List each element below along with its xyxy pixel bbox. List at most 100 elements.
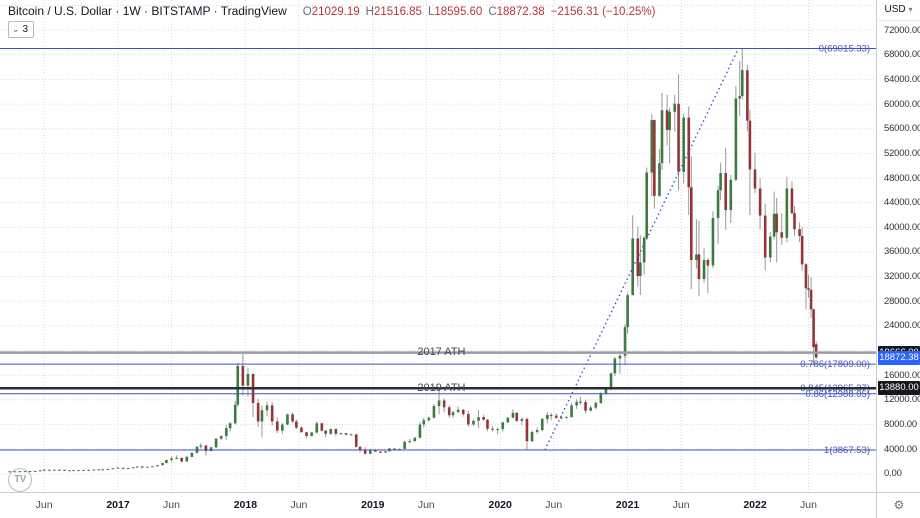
- currency-label: USD: [884, 4, 906, 15]
- candle-up: [156, 465, 159, 467]
- candle-up: [106, 468, 110, 470]
- indicators-count: 3: [22, 24, 29, 35]
- candle-up: [719, 173, 722, 191]
- candle-up: [496, 429, 499, 431]
- candle-up: [437, 400, 441, 407]
- candle-up: [368, 450, 372, 454]
- candle-up: [511, 412, 515, 418]
- candle-up: [82, 469, 85, 471]
- candle-down: [515, 412, 519, 421]
- price-tick-label: 56000.00: [884, 123, 920, 135]
- candle-up: [199, 445, 203, 447]
- last-price-badge: 18872.38: [878, 350, 920, 365]
- candle-up: [599, 393, 603, 403]
- candle-down: [780, 232, 784, 238]
- candle-down: [344, 433, 348, 435]
- price-tick-label: 16000.00: [884, 369, 920, 381]
- candle-up: [477, 417, 480, 421]
- candle-down: [363, 450, 367, 454]
- candle-up: [422, 420, 426, 425]
- tradingview-logo[interactable]: TV: [8, 468, 32, 492]
- candle-up: [265, 405, 269, 411]
- candle-up: [768, 236, 772, 258]
- candle-up: [456, 409, 460, 413]
- currency-selector[interactable]: USD ▾: [877, 0, 920, 21]
- candle-up: [530, 431, 534, 442]
- candle-up: [170, 458, 173, 460]
- candle-up: [604, 388, 608, 394]
- price-level-badge: 13880.00: [878, 381, 920, 396]
- candle-down: [775, 213, 778, 233]
- candle-up: [135, 466, 139, 468]
- candle-up: [682, 117, 685, 172]
- price-tick-label: 8000.00: [884, 419, 917, 431]
- candle-up: [281, 424, 284, 431]
- candle-up: [716, 190, 720, 219]
- candle-down: [665, 110, 669, 130]
- candle-up: [501, 422, 505, 430]
- candle-up: [650, 120, 654, 173]
- time-tick-label: Jun: [417, 499, 435, 511]
- candle-down: [758, 188, 762, 216]
- candle-up: [185, 456, 189, 462]
- candle-up: [472, 420, 475, 425]
- candle-up: [570, 405, 573, 418]
- time-tick-label: Jun: [672, 499, 690, 511]
- candle-down: [334, 429, 338, 434]
- candle-down: [63, 469, 66, 471]
- candle-down: [295, 421, 298, 428]
- candle-up: [785, 188, 789, 238]
- candle-down: [798, 229, 801, 236]
- change-value: −2156.31 (−10.25%): [550, 6, 656, 18]
- price-tick-label: 0.00: [884, 468, 902, 480]
- candle-down: [809, 289, 813, 310]
- time-tick-label: Jun: [290, 499, 308, 511]
- candle-up: [214, 438, 218, 448]
- price-tick-label: 36000.00: [884, 246, 920, 258]
- candle-up: [315, 423, 319, 433]
- candle-up: [560, 417, 563, 419]
- tradingview-logo-text: TV: [14, 474, 26, 485]
- time-tick-label: 2017: [106, 499, 130, 511]
- time-axis[interactable]: Jun 2017 Jun 2018 Jun 2019 Jun 2020 Jun 2021 Jun 20…: [0, 492, 876, 518]
- ath-label: 2019 ATH: [417, 382, 465, 394]
- price-tick-label: 32000.00: [884, 271, 920, 283]
- candle-down: [697, 254, 701, 280]
- candle-up: [53, 469, 56, 471]
- low-label: L: [427, 6, 435, 18]
- time-tick-label: 2019: [361, 499, 385, 511]
- candle-up: [131, 467, 135, 469]
- candle-down: [180, 457, 183, 462]
- candle-up: [339, 433, 343, 435]
- candle-up: [711, 218, 715, 266]
- candle-down: [804, 264, 808, 289]
- candle-down: [482, 417, 485, 420]
- candle-up: [702, 259, 706, 280]
- candle-down: [270, 405, 274, 422]
- candle-up: [111, 468, 115, 470]
- candle-down: [291, 414, 294, 422]
- ath-label: 2017 ATH: [417, 346, 465, 358]
- time-tick-label: Jun: [545, 499, 563, 511]
- time-tick-label: Jun: [163, 499, 180, 511]
- fib-level-label: 0(69015.33): [819, 44, 870, 55]
- candle-up: [33, 470, 37, 472]
- candle-up: [329, 429, 333, 434]
- price-tick-label: 4000.00: [884, 443, 917, 455]
- price-chart-canvas[interactable]: 0(69015.33)0.786(17809.00)0.845(13965.37…: [0, 0, 876, 492]
- candle-down: [47, 469, 51, 471]
- settings-gear-icon[interactable]: ⚙: [893, 498, 905, 512]
- price-axis[interactable]: USD ▾ 0.00 4000.00 8000.00 12000.00 16000.00…: [876, 0, 920, 518]
- candle-down: [753, 169, 757, 189]
- candle-up: [642, 237, 646, 263]
- candle-up: [772, 213, 776, 237]
- candle-down: [491, 428, 494, 430]
- symbol-title[interactable]: Bitcoin / U.S. Dollar · 1W · BITSTAMP · …: [8, 4, 287, 18]
- candle-down: [467, 414, 470, 425]
- candle-up: [349, 434, 353, 436]
- candle-up: [618, 355, 622, 359]
- price-tick-label: 40000.00: [884, 221, 920, 233]
- indicators-collapse-badge[interactable]: ⌄ 3: [8, 21, 35, 38]
- candle-up: [418, 424, 422, 438]
